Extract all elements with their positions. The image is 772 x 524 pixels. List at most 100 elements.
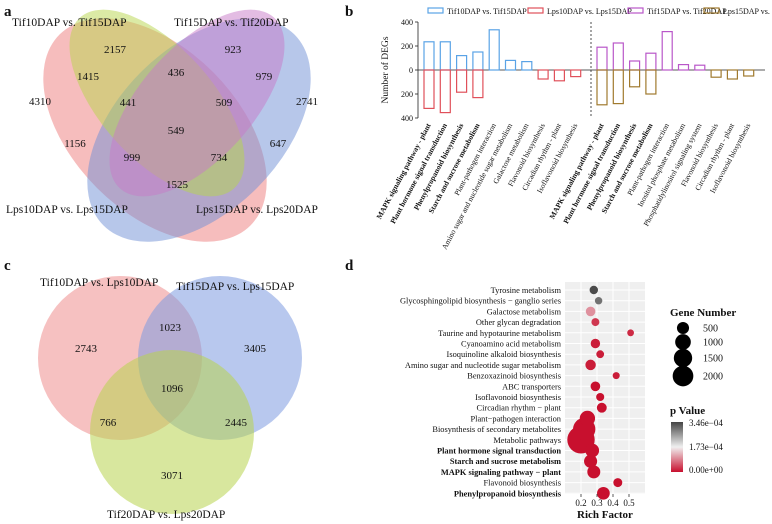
x-axis-label: Rich Factor [577,509,633,521]
venn-a-region: 441 [120,97,137,109]
data-point [590,381,601,392]
term-label: Biosynthesis of secondary metabolites [432,425,561,434]
size-legend-dot [673,348,693,368]
term-label: Taurine and hypotaurine metabolism [438,329,561,338]
bar-down [743,69,755,77]
bar-up [694,64,706,71]
venn-a-region: 436 [168,67,185,79]
size-legend-label: 2000 [703,372,723,383]
data-point [612,372,620,380]
data-point [594,296,603,305]
venn-a-region: 1156 [64,138,86,150]
bar-up [472,51,484,71]
legend-entry: Lps10DAP vs. Lps15DAP [547,7,632,16]
venn-a-set-tif15-20 [109,9,285,197]
bar-down [570,69,582,78]
data-point [613,478,623,488]
enrichment-bubble-plot: Tyrosine metabolism Glycosphingolipid bio… [400,282,736,521]
x-tick-label: 0.4 [607,498,619,508]
venn-a-label-lps10-15: Lps10DAP vs. Lps15DAP [6,204,128,216]
panel-label-a: a [4,4,12,20]
bar-up [596,46,608,71]
venn-a-region: 549 [168,125,185,137]
bar-up [423,41,435,71]
venn-c-label-tif15-lps15: Tif15DAP vs. Lps15DAP [176,281,294,293]
venn-c-region: 3405 [244,343,267,355]
y-tick-label: 400 [401,18,413,27]
data-point [627,329,634,337]
bar-down [596,69,608,106]
data-point [587,465,601,479]
legend-entry: Tif10DAP vs. Tif15DAP [447,7,527,16]
size-legend-dot [672,365,694,387]
bar-up [661,31,673,71]
size-legend: 500 1000 1500 2000 [672,321,723,387]
venn-a-region: 734 [211,152,228,164]
data-point [596,402,607,413]
y-axis-label: Number of DEGs [380,36,391,103]
bar-up [612,42,624,71]
size-legend-label: 500 [703,324,718,335]
venn-a-region: 999 [124,152,141,164]
term-label: Isoflavonoid biosynthesis [475,393,561,402]
bar-up [439,41,451,71]
term-label: Metabolic pathways [493,436,561,445]
venn-c-label-tif20-lps20: Tif20DAP vs. Lps20DAP [107,509,225,521]
venn-c-label-tif10-lps10: Tif10DAP vs. Lps10DAP [40,277,158,289]
bar-down [628,69,641,88]
venn-c-region: 1096 [161,383,184,395]
term-label: Circadian rhythm − plant [477,404,562,413]
bar-up [521,60,533,71]
color-bar [671,422,683,472]
panel-label-d: d [345,258,354,274]
venn-a-region: 979 [256,71,273,83]
venn-a-region: 923 [225,44,242,56]
color-legend-label: 0.00e+00 [689,465,723,475]
data-point [579,410,596,427]
y-axis: 400 200 0 200 400 [401,18,765,123]
term-label: Other glycan degradation [476,318,562,327]
y-tick-label: 200 [401,90,413,99]
term-label: Cyanoamino acid metabolism [461,340,561,349]
term-label: Flavonoid biosynthesis [484,479,561,488]
data-point [596,392,605,402]
bar-down [472,69,484,99]
size-legend-label: 1000 [703,338,723,349]
term-label: Phenylpropanoid biosynthesis [454,489,562,498]
venn-a-region: 2157 [104,44,127,56]
y-tick-label: 0 [409,66,413,75]
venn-c-set-tif20-lps20 [90,350,254,514]
bar-down [553,69,566,82]
term-label: Benzoxazinoid biosynthesis [467,372,561,381]
term-label: Tyrosine metabolism [491,286,562,295]
bar-down [439,69,451,114]
legend-swatch [427,7,444,14]
legend-entry: Tif15DAP vs. Tif20DAP [647,7,727,16]
bar-down [423,69,435,110]
term-label: Plant hormone signal transduction [437,447,561,456]
points [567,285,634,500]
x-tick-label: 0.5 [623,498,635,508]
bar-down [710,69,722,78]
venn-a-label-tif10-15: Tif10DAP vs. Tif15DAP [12,17,127,29]
venn-a-region: 647 [270,138,287,150]
legend-entry: Lps15DAP vs. Lps20DAP [723,7,772,16]
term-label: Isoquinoline alkaloid biosynthesis [447,350,561,359]
venn-a-region: 2741 [296,96,318,108]
color-legend-label: 3.46e−04 [689,418,723,428]
data-point [591,318,600,327]
legend-swatch [703,7,720,14]
data-point [585,306,596,317]
diverging-bar-chart: Tif10DAP vs. Tif15DAP Lps10DAP vs. Lps15D… [374,7,772,251]
bar-up [456,54,468,71]
size-legend-label: 1500 [703,354,723,365]
bar-down [456,69,468,93]
term-labels: Tyrosine metabolism Glycosphingolipid bio… [400,286,562,498]
legend-swatch [527,7,544,14]
chart-legend: Tif10DAP vs. Tif15DAP Lps10DAP vs. Lps15D… [427,7,772,16]
bars [423,29,755,114]
term-label: ABC transporters [502,382,561,391]
term-label: Starch and sucrose metabolism [450,457,561,466]
data-point [585,359,596,371]
bar-up [504,59,517,71]
